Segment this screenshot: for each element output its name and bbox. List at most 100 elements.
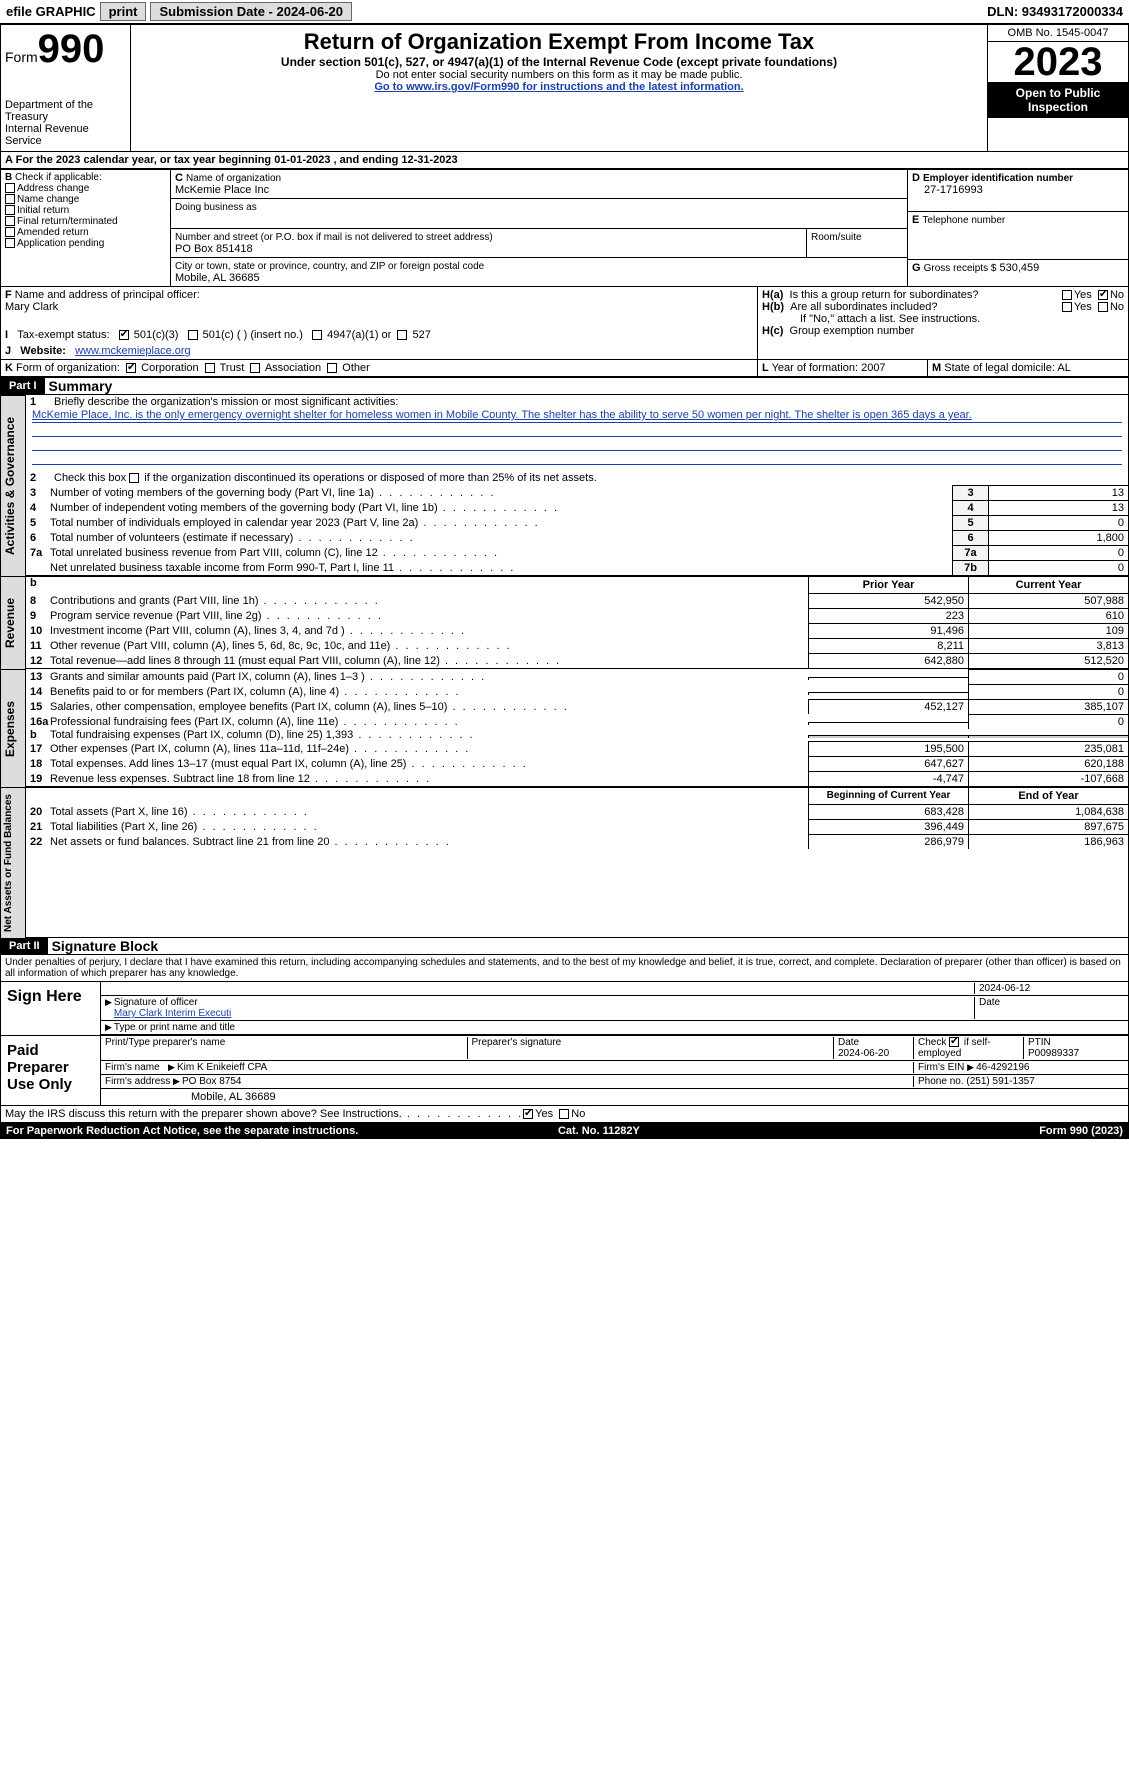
prior-year-value: 195,500	[808, 741, 968, 756]
current-year-value: 385,107	[968, 699, 1128, 714]
gov-line-box: 6	[952, 530, 988, 545]
gov-line-text: Number of voting members of the governin…	[50, 487, 952, 499]
gov-line-text: Total number of individuals employed in …	[50, 517, 952, 529]
line-text: Professional fundraising fees (Part IX, …	[50, 716, 808, 728]
line-a: A For the 2023 calendar year, or tax yea…	[0, 152, 1129, 170]
mission-text: McKemie Place, Inc. is the only emergenc…	[32, 409, 1122, 423]
ha-no-checkbox[interactable]	[1098, 290, 1108, 300]
gov-line-value: 0	[988, 545, 1128, 560]
section-c: C Name of organization McKemie Place Inc…	[171, 170, 908, 287]
gov-line-box: 4	[952, 500, 988, 515]
firm-name: Kim K Enikeieff CPA	[177, 1062, 267, 1073]
sign-here-block: Sign Here 2024-06-12 Signature of office…	[0, 982, 1129, 1036]
firm-address1: PO Box 8754	[182, 1076, 241, 1087]
current-year-value: 512,520	[968, 653, 1128, 668]
end-year-header: End of Year	[968, 787, 1128, 804]
part2-header: Part II Signature Block	[0, 938, 1129, 955]
current-year-value: 3,813	[968, 638, 1128, 653]
current-year-value: 235,081	[968, 741, 1128, 756]
sign-date: 2024-06-12	[974, 983, 1124, 994]
current-year-value: -107,668	[968, 771, 1128, 786]
discontinued-checkbox[interactable]	[129, 473, 139, 483]
line-text: Other expenses (Part IX, column (A), lin…	[50, 743, 808, 755]
efile-label: efile GRAPHIC	[6, 4, 96, 19]
501c3-checkbox[interactable]	[119, 330, 129, 340]
prior-year-value: 223	[808, 608, 968, 623]
section-k-l-m: K Form of organization: Corporation Trus…	[0, 360, 1129, 378]
print-button[interactable]: print	[100, 2, 147, 21]
ssn-note: Do not enter social security numbers on …	[135, 69, 983, 81]
ein: 27-1716993	[912, 184, 983, 196]
line-text: Program service revenue (Part VIII, line…	[50, 610, 808, 622]
paid-preparer-block: Paid Preparer Use Only Print/Type prepar…	[0, 1036, 1129, 1106]
527-checkbox[interactable]	[397, 330, 407, 340]
prior-year-value: 683,428	[808, 804, 968, 819]
gov-tab: Activities & Governance	[0, 395, 26, 576]
final-return-checkbox[interactable]	[5, 216, 15, 226]
submission-date: Submission Date - 2024-06-20	[150, 2, 352, 21]
other-checkbox[interactable]	[327, 363, 337, 373]
topbar: efile GRAPHIC print Submission Date - 20…	[0, 0, 1129, 24]
website-link[interactable]: www.mckemieplace.org	[75, 345, 191, 357]
line-text: Other revenue (Part VIII, column (A), li…	[50, 640, 808, 652]
prior-year-value	[808, 677, 968, 680]
state-domicile: AL	[1057, 362, 1070, 374]
perjury-declaration: Under penalties of perjury, I declare th…	[0, 955, 1129, 982]
trust-checkbox[interactable]	[205, 363, 215, 373]
line-text: Salaries, other compensation, employee b…	[50, 701, 808, 713]
amended-return-checkbox[interactable]	[5, 227, 15, 237]
open-inspection: Open to Public Inspection	[988, 82, 1128, 118]
assoc-checkbox[interactable]	[250, 363, 260, 373]
dba-label: Doing business as	[175, 202, 257, 213]
officer-name: Mary Clark Interim Executi	[114, 1008, 231, 1019]
prior-year-value	[808, 692, 968, 695]
ha-yes-checkbox[interactable]	[1062, 290, 1072, 300]
name-change-checkbox[interactable]	[5, 194, 15, 204]
discuss-no-checkbox[interactable]	[559, 1109, 569, 1119]
section-f-h: F Name and address of principal officer:…	[0, 287, 1129, 360]
prior-year-value: 286,979	[808, 834, 968, 849]
section-d-e-g: D Employer identification number 27-1716…	[908, 170, 1128, 287]
telephone-label: Telephone number	[922, 215, 1005, 226]
instructions-link[interactable]: Go to www.irs.gov/Form990 for instructio…	[374, 81, 743, 93]
gross-receipts: 530,459	[1000, 262, 1040, 274]
4947-checkbox[interactable]	[312, 330, 322, 340]
prior-year-value: 642,880	[808, 653, 968, 668]
current-year-value: 0	[968, 684, 1128, 699]
line-text: Total fundraising expenses (Part IX, col…	[50, 729, 808, 741]
current-year-value: 109	[968, 623, 1128, 638]
prior-year-value: 452,127	[808, 699, 968, 714]
firm-ein: 46-4292196	[976, 1062, 1029, 1073]
city-state-zip: Mobile, AL 36685	[175, 272, 260, 284]
501c-checkbox[interactable]	[188, 330, 198, 340]
line-text: Revenue less expenses. Subtract line 18 …	[50, 773, 808, 785]
current-year-value: 507,988	[968, 593, 1128, 608]
current-year-header: Current Year	[968, 576, 1128, 593]
irs-label: Internal Revenue Service	[5, 123, 126, 147]
prior-year-value: 647,627	[808, 756, 968, 771]
section-b: B Check if applicable: Address change Na…	[1, 170, 171, 287]
firm-phone: (251) 591-1357	[966, 1076, 1034, 1087]
app-pending-checkbox[interactable]	[5, 238, 15, 248]
current-year-value: 0	[968, 714, 1128, 729]
dept-treasury: Department of the Treasury	[5, 99, 126, 123]
hb-no-checkbox[interactable]	[1098, 302, 1108, 312]
tax-year-range: For the 2023 calendar year, or tax year …	[16, 154, 458, 166]
net-assets-section: Net Assets or Fund Balances Beginning of…	[0, 787, 1129, 938]
gov-line-box: 5	[952, 515, 988, 530]
street-address: PO Box 851418	[175, 243, 253, 255]
self-employed-checkbox[interactable]	[949, 1037, 959, 1047]
hb-yes-checkbox[interactable]	[1062, 302, 1072, 312]
current-year-value: 620,188	[968, 756, 1128, 771]
form-title: Return of Organization Exempt From Incom…	[135, 29, 983, 55]
line-text: Contributions and grants (Part VIII, lin…	[50, 595, 808, 607]
initial-return-checkbox[interactable]	[5, 205, 15, 215]
exp-tab: Expenses	[0, 669, 26, 787]
corp-checkbox[interactable]	[126, 363, 136, 373]
revenue-section: Revenue b Prior Year Current Year 8 Cont…	[0, 576, 1129, 669]
room-suite-label: Room/suite	[811, 232, 862, 243]
address-change-checkbox[interactable]	[5, 183, 15, 193]
net-tab: Net Assets or Fund Balances	[0, 787, 26, 938]
discuss-yes-checkbox[interactable]	[523, 1109, 533, 1119]
form-number: 990	[38, 27, 105, 71]
